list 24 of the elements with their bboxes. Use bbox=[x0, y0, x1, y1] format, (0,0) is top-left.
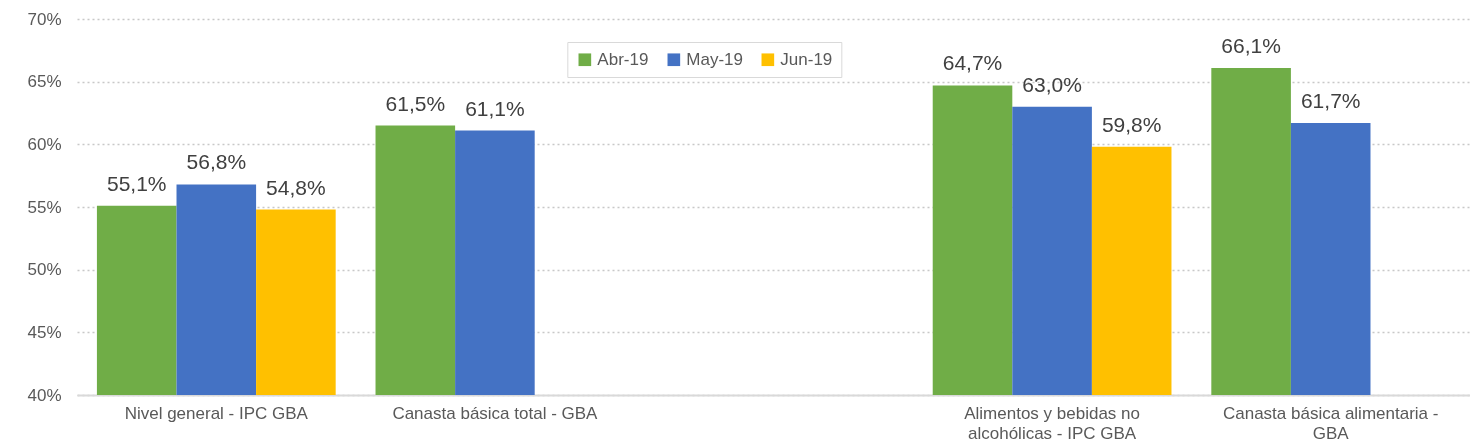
data-label: 64,7% bbox=[942, 51, 1003, 75]
data-label: 59,8% bbox=[1101, 112, 1162, 136]
y-tick-label: 50% bbox=[27, 260, 62, 280]
y-tick-label: 45% bbox=[27, 322, 62, 342]
data-label: 61,1% bbox=[465, 96, 525, 120]
data-label: 63,0% bbox=[1022, 72, 1082, 96]
x-tick-label: Canasta básica alimentaria - GBA bbox=[1222, 403, 1439, 443]
legend-label: Abr-19 bbox=[597, 49, 649, 69]
y-tick-label: 65% bbox=[27, 72, 62, 92]
data-label: 56,8% bbox=[186, 150, 247, 174]
data-label: 61,7% bbox=[1300, 89, 1361, 113]
y-tick-label: 40% bbox=[27, 385, 62, 405]
data-label: 66,1% bbox=[1221, 33, 1281, 57]
x-tick-label: Canasta básica total - GBA bbox=[392, 403, 599, 423]
y-tick-label: 60% bbox=[27, 134, 62, 154]
legend-label: Jun-19 bbox=[780, 49, 833, 69]
x-tick-label: Alimentos y bebidas no alcohólicas - IPC GBA bbox=[964, 403, 1140, 443]
data-label: 54,8% bbox=[266, 175, 326, 199]
data-label: 55,1% bbox=[106, 171, 167, 195]
y-tick-label: 55% bbox=[27, 197, 62, 217]
x-tick-label: Nivel general - IPC GBA bbox=[124, 403, 309, 423]
data-label: 61,5% bbox=[385, 91, 446, 115]
legend-label: May-19 bbox=[686, 49, 744, 69]
y-tick-label: 70% bbox=[27, 9, 62, 29]
